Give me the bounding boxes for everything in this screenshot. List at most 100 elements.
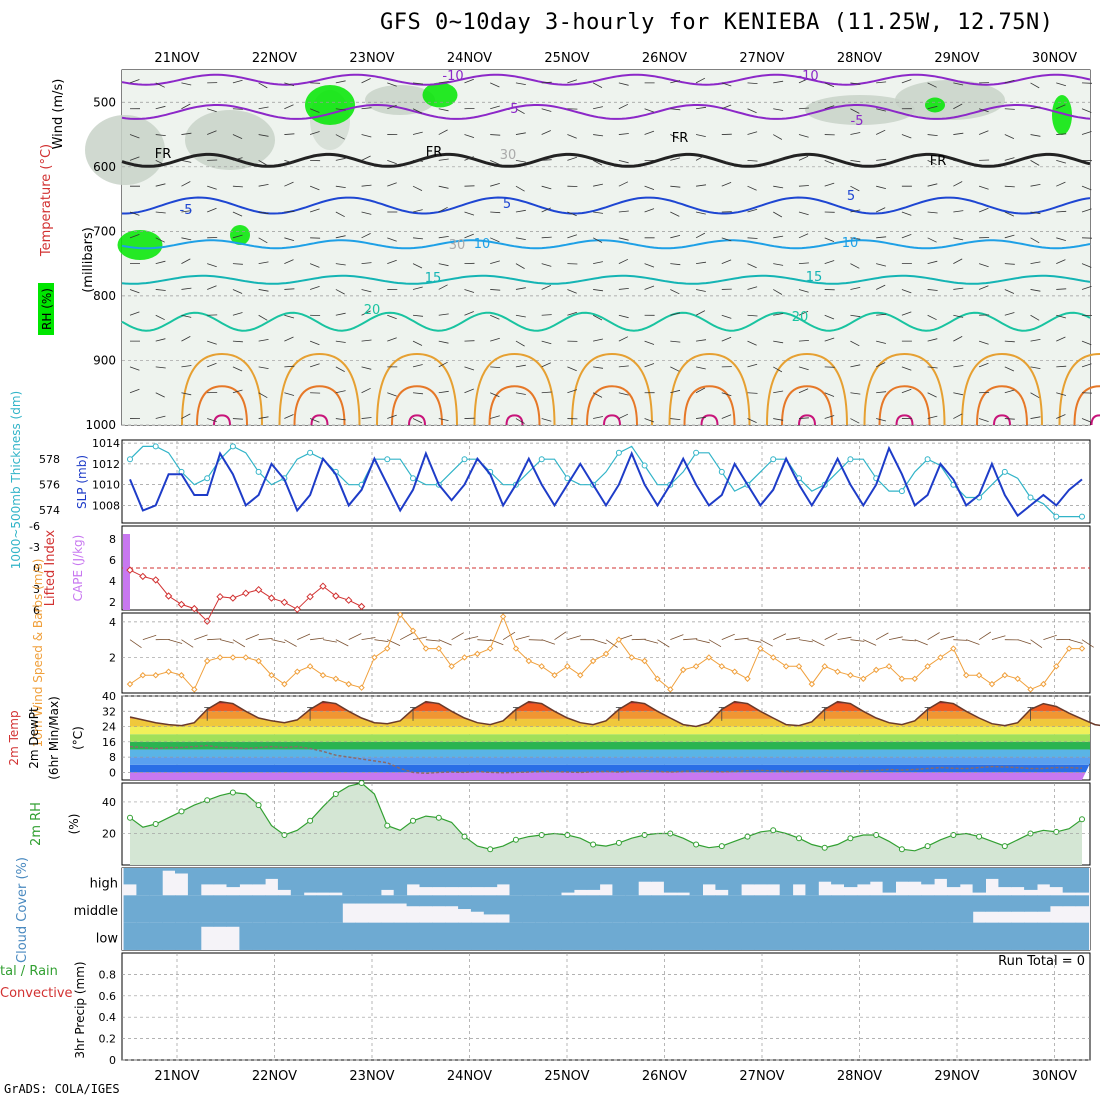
wind-barb xyxy=(798,417,809,419)
li-tick-label: 3 xyxy=(33,583,40,596)
wind-barb xyxy=(618,365,629,368)
wind-barb xyxy=(670,108,681,111)
wind-barb xyxy=(927,105,938,110)
rh-shading-patch xyxy=(117,230,163,260)
wind-speed-point xyxy=(332,675,340,682)
thickness-axis-label: 1000~500mb Thickness (dm) xyxy=(9,391,23,569)
cloud-bar-middle xyxy=(239,895,253,923)
cloud-bar-middle xyxy=(856,895,871,923)
isotherm-25-dome xyxy=(961,352,1043,426)
cloud-bar-middle xyxy=(805,895,819,923)
rh-point xyxy=(693,841,700,848)
top-date-tick-label: 29NOV xyxy=(934,51,979,66)
wind-barb xyxy=(284,133,295,135)
surface-wind-barb xyxy=(502,631,516,641)
wind-barb xyxy=(232,157,243,161)
wind-speed-point xyxy=(885,663,893,670)
wind-barb xyxy=(541,81,552,84)
wind-barb xyxy=(1004,108,1015,110)
wind-speed-point xyxy=(139,672,147,679)
wind-barb xyxy=(695,134,706,137)
wind-barb xyxy=(850,364,861,368)
cloud-bar-low xyxy=(548,922,562,950)
wind-barb xyxy=(953,82,964,86)
total-rain-label: tal / Rain xyxy=(0,964,58,979)
cloud-bar-middle xyxy=(599,895,613,923)
isotherm-30-dome xyxy=(781,385,833,426)
isotherm-35-dome xyxy=(993,414,1011,426)
wind-barb xyxy=(876,340,886,344)
surface-wind-barb xyxy=(451,632,464,641)
wind-barb xyxy=(927,314,937,321)
rh-shading-patch xyxy=(895,80,1005,120)
cloud-bar-low xyxy=(239,922,253,950)
bottom-date-tick-label: 28NOV xyxy=(837,1069,882,1084)
wind-barb xyxy=(155,211,166,214)
wind-barb xyxy=(798,262,809,265)
cloud-bar-middle xyxy=(458,895,472,910)
wind-barb xyxy=(181,413,191,419)
wind-barb xyxy=(644,285,655,290)
top-date-tick-label: 27NOV xyxy=(739,51,784,66)
wind-barb xyxy=(593,134,604,137)
contour-label: 20 xyxy=(792,310,809,325)
wind-speed-point xyxy=(924,663,931,670)
cloud-bar-low xyxy=(1037,922,1051,950)
thickness-point xyxy=(1027,494,1034,501)
cloud-bar-middle xyxy=(162,895,176,923)
wind-barb xyxy=(309,108,320,113)
wind-barb xyxy=(618,336,629,342)
wind-barb xyxy=(850,209,861,213)
contour-label: 10 xyxy=(474,237,491,252)
wind-barb xyxy=(593,183,603,187)
rh-shading-patch xyxy=(1052,95,1072,135)
cloud-bar-high xyxy=(483,868,498,888)
surface-wind-barb xyxy=(142,634,157,641)
wind-barb xyxy=(593,338,603,342)
wind-barb xyxy=(747,340,757,346)
thickness-point xyxy=(770,456,777,463)
wind-barb xyxy=(798,155,809,161)
thickness-tick-label: 574 xyxy=(39,504,60,517)
wind-barb xyxy=(129,234,140,239)
rh-point xyxy=(178,808,185,815)
wind-barb xyxy=(901,156,912,161)
thickness-point xyxy=(718,468,725,475)
wind-barb xyxy=(1056,82,1067,87)
rh-point xyxy=(1053,828,1060,835)
wind-barb xyxy=(207,130,217,135)
top-date-tick-label: 26NOV xyxy=(642,51,687,66)
wind-speed-point xyxy=(705,654,713,661)
surface-wind-barb xyxy=(181,639,194,648)
wind-barb xyxy=(978,285,989,290)
isotherm-30-dome xyxy=(293,385,346,426)
surface-wind-barb xyxy=(541,639,556,645)
wind-barb xyxy=(412,82,424,85)
wind-barb xyxy=(978,340,989,345)
wind-barb xyxy=(824,105,835,110)
surface-wind-barb xyxy=(567,635,581,641)
cloud-bar-low xyxy=(856,922,871,950)
wind-barb xyxy=(953,314,964,318)
cape-tick-label: 6 xyxy=(109,554,116,567)
surface-wind-barb xyxy=(129,639,142,649)
surface-wind-barb xyxy=(786,637,801,641)
cloud-bar-middle xyxy=(290,895,305,923)
isotherm-35-dome xyxy=(310,414,329,426)
cloud-bar-high xyxy=(1075,868,1089,893)
wind-speed-point xyxy=(911,675,918,682)
wind-barb xyxy=(695,155,706,161)
cloud-bar-low xyxy=(651,922,665,950)
wind-barb xyxy=(464,289,475,293)
isotherm-30-dome xyxy=(488,385,541,426)
wind-barb xyxy=(927,82,937,88)
wind-barb xyxy=(515,132,526,135)
cloud-bar-middle xyxy=(380,895,395,904)
wind-barb xyxy=(592,160,603,166)
wind-barb xyxy=(207,285,217,290)
cloud-bar-middle xyxy=(432,895,446,907)
bottom-date-tick-label: 27NOV xyxy=(739,1069,784,1084)
wind-barb xyxy=(258,289,269,292)
wind-barb xyxy=(901,79,912,84)
cloud-bar-low xyxy=(380,922,395,950)
